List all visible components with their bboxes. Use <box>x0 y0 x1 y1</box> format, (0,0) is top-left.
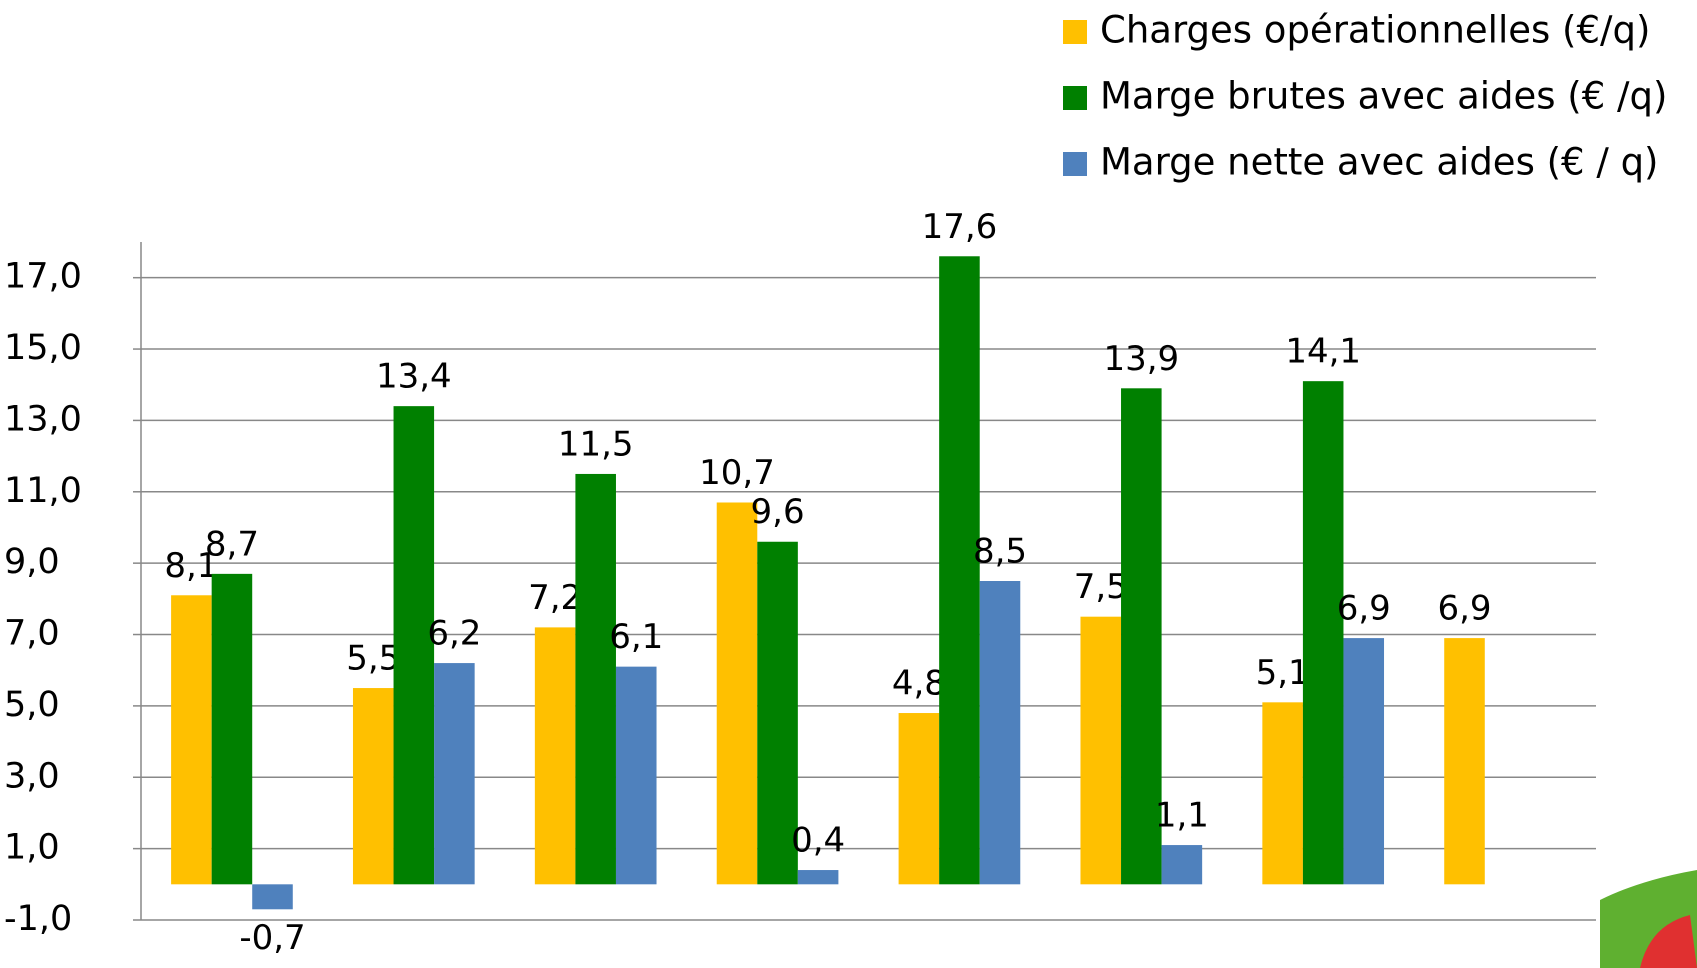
legend-label: Marge brutes avec aides (€ /q) <box>1100 75 1667 118</box>
bar <box>171 595 212 885</box>
y-tick-label: 13,0 <box>4 399 82 439</box>
bar <box>716 502 758 885</box>
bar <box>575 473 616 885</box>
data-label: 6,2 <box>427 614 481 654</box>
bar <box>434 663 475 885</box>
data-label: 5,5 <box>346 639 400 679</box>
data-label: 14,1 <box>1285 332 1361 372</box>
data-label: 5,1 <box>1256 653 1310 693</box>
data-label: 13,4 <box>376 357 452 397</box>
legend-swatch <box>1063 86 1087 110</box>
data-label: 6,1 <box>609 617 663 657</box>
bar <box>211 573 253 885</box>
bar <box>352 688 394 885</box>
bar <box>615 666 657 885</box>
bar <box>1343 638 1385 885</box>
y-tick-label: 9,0 <box>4 542 60 582</box>
y-tick-label: 11,0 <box>4 471 82 511</box>
legend-label: Marge nette avec aides (€ / q) <box>1100 141 1659 184</box>
bar <box>1444 638 1485 885</box>
y-tick-label: -1,0 <box>4 899 72 939</box>
data-label: 6,9 <box>1437 589 1491 629</box>
bar <box>939 256 980 885</box>
bar <box>534 627 576 885</box>
data-label: 7,5 <box>1074 567 1128 607</box>
data-label: 6,9 <box>1337 589 1391 629</box>
bar <box>757 541 798 885</box>
legend-swatch <box>1063 152 1087 176</box>
data-label: 4,8 <box>892 664 946 704</box>
y-tick-label: 5,0 <box>4 685 60 725</box>
y-tick-label: 17,0 <box>4 257 82 297</box>
bar <box>1302 381 1344 885</box>
bar <box>898 713 940 885</box>
bar <box>1121 388 1162 885</box>
data-label: 11,5 <box>558 424 634 464</box>
data-label: 8,7 <box>205 524 259 564</box>
y-tick-label: 15,0 <box>4 328 82 368</box>
bar <box>979 581 1021 885</box>
data-label: 13,9 <box>1103 339 1179 379</box>
data-label: 8,5 <box>973 532 1027 572</box>
data-label: 10,7 <box>699 453 775 493</box>
y-tick-label: 3,0 <box>4 756 60 796</box>
logo <box>1600 870 1697 968</box>
bar <box>393 406 435 885</box>
data-label: -0,7 <box>239 918 305 958</box>
y-tick-label: 7,0 <box>4 614 60 654</box>
data-label: 0,4 <box>791 821 845 861</box>
bar <box>1161 845 1203 885</box>
data-label: 8,1 <box>164 546 218 586</box>
data-label: 9,6 <box>751 492 805 532</box>
y-tick-label: 1,0 <box>4 828 60 868</box>
legend-swatch <box>1063 20 1087 44</box>
bar <box>252 884 293 910</box>
data-label: 1,1 <box>1155 796 1209 836</box>
data-label: 17,6 <box>922 207 998 247</box>
bar <box>1262 702 1303 885</box>
legend-label: Charges opérationnelles (€/q) <box>1100 9 1650 52</box>
bar <box>1080 616 1122 885</box>
bar <box>797 870 839 885</box>
data-label: 7,2 <box>528 578 582 618</box>
